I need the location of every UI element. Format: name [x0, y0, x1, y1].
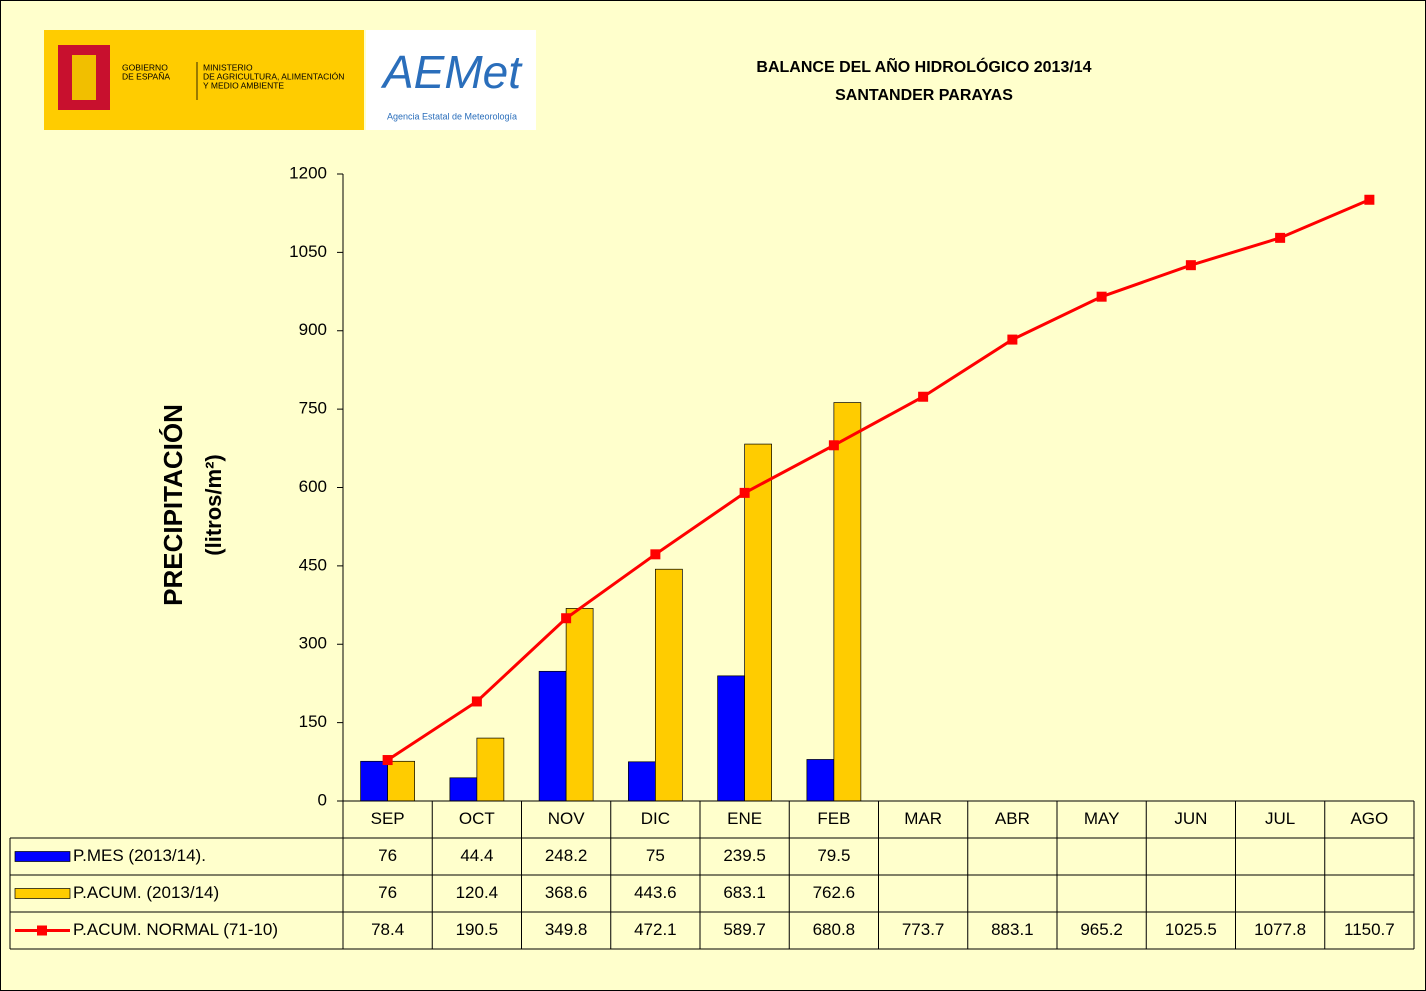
y-tick-label: 1050 — [289, 242, 327, 261]
line-marker — [828, 440, 839, 451]
y-tick-label: 1200 — [289, 163, 327, 182]
bar — [717, 675, 745, 802]
table-value: 79.5 — [817, 846, 850, 865]
line — [386, 198, 1370, 762]
table-value: 190.5 — [456, 920, 499, 939]
legend-label: P.MES (2013/14). — [73, 846, 206, 865]
line-marker — [471, 696, 482, 707]
line-marker — [739, 487, 750, 498]
bar — [449, 777, 478, 802]
table-value: 75 — [646, 846, 665, 865]
aemet-logo — [366, 30, 536, 130]
table-value: 78.4 — [371, 920, 404, 939]
legend-label: P.ACUM. (2013/14) — [73, 883, 219, 902]
table-value: 883.1 — [991, 920, 1034, 939]
table-value: 443.6 — [634, 883, 677, 902]
x-tick-label: AGO — [1350, 809, 1388, 828]
table-value: 368.6 — [545, 883, 588, 902]
logo-text: GOBIERNO — [122, 62, 168, 72]
y-axis-label: (litros/m²) — [201, 454, 226, 555]
legend-swatch — [14, 888, 71, 899]
x-tick-label: ENE — [727, 809, 762, 828]
y-tick-label: 900 — [299, 320, 327, 339]
coat-of-arms-inner — [72, 55, 96, 100]
table-value: 120.4 — [456, 883, 499, 902]
table-value: 589.7 — [723, 920, 766, 939]
y-tick-label: 600 — [299, 477, 327, 496]
table-value: 76 — [378, 846, 397, 865]
legend-swatch — [37, 925, 47, 936]
table-value: 349.8 — [545, 920, 588, 939]
bar — [565, 608, 594, 802]
x-tick-label: MAY — [1084, 809, 1120, 828]
x-tick-label: JUN — [1174, 809, 1207, 828]
x-tick-label: OCT — [459, 809, 495, 828]
y-tick-label: 750 — [299, 399, 327, 418]
table-value: 965.2 — [1080, 920, 1123, 939]
x-tick-label: JUL — [1265, 809, 1295, 828]
legend-swatch — [14, 851, 71, 862]
logo-text: DE AGRICULTURA, ALIMENTACIÓN — [203, 71, 344, 81]
bar — [833, 402, 862, 802]
y-axis-label: PRECIPITACIÓN — [158, 404, 188, 606]
table-value: 683.1 — [723, 883, 766, 902]
table-value: 239.5 — [723, 846, 766, 865]
table-value: 248.2 — [545, 846, 588, 865]
y-tick-label: 300 — [299, 634, 327, 653]
table-value: 44.4 — [460, 846, 493, 865]
line-marker — [1364, 194, 1375, 205]
line-marker — [1185, 260, 1196, 271]
logo-text: Y MEDIO AMBIENTE — [203, 80, 284, 90]
logo-text: DE ESPAÑA — [122, 71, 170, 81]
x-tick-label: SEP — [371, 809, 405, 828]
x-tick-label: ABR — [995, 809, 1030, 828]
table-value: 1025.5 — [1165, 920, 1217, 939]
bar — [744, 443, 772, 802]
line-marker — [1007, 334, 1018, 345]
y-tick-label: 150 — [299, 712, 327, 731]
table-value: 1150.7 — [1344, 920, 1395, 939]
legend-label: P.ACUM. NORMAL (71-10) — [73, 920, 278, 939]
bar — [387, 760, 415, 802]
table-value: 773.7 — [902, 920, 945, 939]
chart-subtitle: SANTANDER PARAYAS — [835, 87, 1013, 104]
line-marker — [1275, 232, 1286, 243]
line-marker — [561, 613, 572, 624]
line-marker — [918, 391, 929, 402]
y-tick-label: 450 — [299, 555, 327, 574]
table-value: 762.6 — [813, 883, 856, 902]
bar — [628, 761, 656, 802]
x-tick-label: FEB — [817, 809, 850, 828]
bar — [360, 760, 388, 802]
table-value: 472.1 — [634, 920, 677, 939]
y-tick-label: 0 — [318, 790, 327, 809]
chart-title: BALANCE DEL AÑO HIDROLÓGICO 2013/14 — [756, 56, 1091, 76]
line-marker — [1096, 291, 1107, 302]
logo-text: Agencia Estatal de Meteorología — [387, 111, 517, 121]
table-value: 1077.8 — [1254, 920, 1306, 939]
table-value: 76 — [378, 883, 397, 902]
table-value: 680.8 — [813, 920, 856, 939]
line-marker — [382, 755, 393, 766]
x-tick-label: NOV — [548, 809, 586, 828]
bar — [806, 759, 835, 802]
logo-text: MINISTERIO — [203, 62, 253, 72]
line-marker — [650, 549, 661, 560]
logo-text: AEMet — [380, 46, 523, 98]
bar — [476, 737, 505, 802]
x-tick-label: MAR — [904, 809, 942, 828]
bar — [538, 670, 567, 802]
bar — [655, 568, 683, 802]
x-tick-label: DIC — [641, 809, 670, 828]
